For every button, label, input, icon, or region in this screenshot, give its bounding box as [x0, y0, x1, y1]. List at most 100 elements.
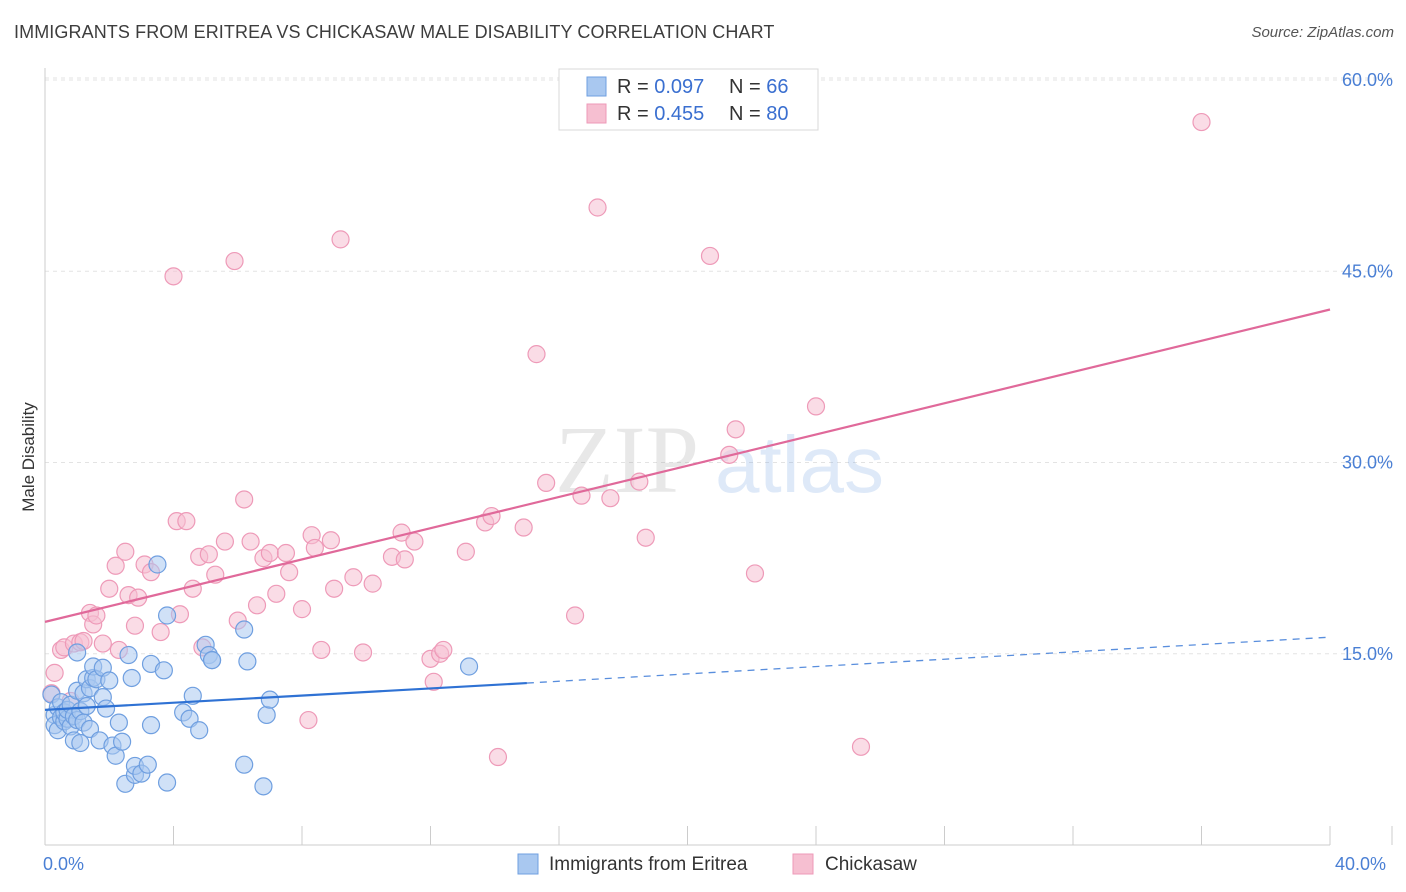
chickasaw-point-51 — [353, 643, 373, 662]
eritrea-point-44 — [138, 755, 157, 774]
eritrea-points — [42, 555, 479, 796]
chickasaw-point-26 — [183, 579, 202, 598]
chickasaw-point-13 — [106, 556, 125, 575]
eritrea-point-36 — [109, 713, 128, 732]
bottom-legend-label-eritrea: Immigrants from Eritrea — [549, 854, 748, 875]
legend-swatch-blue — [586, 76, 607, 97]
eritrea-point-17 — [68, 643, 87, 662]
chickasaw-point-12 — [100, 579, 119, 598]
chickasaw-point-49 — [331, 230, 350, 249]
legend-r-label-1: R = — [617, 76, 654, 98]
eritrea-point-49 — [157, 606, 177, 625]
legend-row1: R = 0.097 — [617, 76, 704, 98]
eritrea-point-53 — [183, 686, 202, 705]
y-tick-labels: 15.0% 30.0% 45.0% 60.0% — [1342, 70, 1393, 664]
eritrea-point-47 — [148, 555, 167, 574]
chickasaw-point-42 — [292, 600, 312, 619]
legend-row2-n: N = 80 — [729, 103, 789, 125]
eritrea-point-61 — [235, 755, 254, 774]
chart-source: Source: ZipAtlas.com — [1251, 24, 1394, 41]
eritrea-point-39 — [119, 645, 138, 665]
bottom-legend: Immigrants from Eritrea Chickasaw — [517, 853, 917, 875]
chickasaw-point-34 — [235, 490, 254, 509]
eritrea-point-63 — [257, 705, 276, 725]
eritrea-trend-extension — [526, 636, 1331, 684]
chickasaw-point-47 — [321, 531, 341, 550]
eritrea-point-37 — [112, 732, 132, 751]
chickasaw-point-68 — [565, 606, 585, 625]
chickasaw-point-48 — [325, 579, 344, 598]
chickasaw-point-43 — [299, 710, 318, 730]
y-axis-label: Male Disability — [19, 402, 38, 512]
chickasaw-point-56 — [405, 532, 424, 551]
chickasaw-point-15 — [116, 542, 135, 561]
y-tick-label-15: 15.0% — [1342, 644, 1393, 664]
chickasaw-point-76 — [726, 420, 745, 439]
chickasaw-point-46 — [312, 640, 331, 660]
chickasaw-point-1 — [45, 663, 64, 682]
legend-n-label-2: N = — [729, 103, 766, 125]
chickasaw-point-67 — [537, 473, 556, 492]
bottom-legend-swatch-pink — [792, 853, 814, 875]
chickasaw-point-17 — [125, 616, 145, 635]
x-tick-label-min: 0.0% — [43, 854, 84, 874]
grid-lines — [45, 77, 1392, 655]
legend-r-value-2: 0.455 — [654, 103, 704, 125]
bottom-legend-label-chickasaw: Chickasaw — [825, 854, 917, 875]
chickasaw-point-70 — [588, 198, 607, 217]
eritrea-point-45 — [141, 716, 161, 735]
chickasaw-point-32 — [225, 251, 244, 271]
chickasaw-point-79 — [851, 737, 871, 756]
eritrea-point-23 — [77, 696, 96, 716]
legend-swatch-pink — [586, 103, 607, 124]
chart-title: IMMIGRANTS FROM ERITREA VS CHICKASAW MAL… — [14, 22, 775, 42]
chickasaw-point-60 — [434, 640, 453, 660]
chickasaw-point-29 — [199, 545, 218, 564]
legend-n-value-1: 66 — [766, 76, 788, 98]
chickasaw-point-11 — [93, 634, 112, 653]
eritrea-point-65 — [459, 657, 479, 676]
eritrea-point-19 — [71, 733, 90, 753]
chickasaw-point-21 — [151, 622, 170, 642]
y-tick-label-60: 60.0% — [1342, 70, 1393, 90]
chickasaw-point-35 — [241, 532, 260, 551]
legend-n-label-1: N = — [729, 76, 766, 98]
chickasaw-points — [42, 112, 1211, 767]
eritrea-point-62 — [254, 777, 273, 796]
legend-r-value-1: 0.097 — [654, 76, 704, 98]
chickasaw-point-58 — [424, 672, 443, 691]
eritrea-point-60 — [238, 652, 257, 671]
x-ticks — [44, 826, 1393, 845]
chickasaw-point-80 — [1192, 112, 1211, 132]
eritrea-point-32 — [96, 699, 116, 718]
eritrea-point-50 — [157, 773, 177, 792]
chickasaw-point-64 — [488, 747, 508, 767]
eritrea-point-64 — [260, 690, 279, 709]
chickasaw-point-65 — [514, 518, 533, 537]
chickasaw-point-55 — [395, 550, 414, 569]
eritrea-point-54 — [190, 721, 209, 740]
chickasaw-point-25 — [177, 512, 196, 531]
legend-row2: R = 0.455 — [617, 103, 704, 125]
chickasaw-point-40 — [276, 543, 296, 563]
chickasaw-point-31 — [215, 532, 234, 551]
chickasaw-point-73 — [636, 528, 655, 547]
chickasaw-point-71 — [601, 489, 620, 508]
chickasaw-point-52 — [363, 574, 382, 593]
eritrea-point-48 — [154, 661, 173, 680]
chickasaw-point-77 — [745, 564, 765, 583]
chickasaw-point-22 — [164, 267, 183, 286]
legend-row1-n: N = 66 — [729, 76, 789, 98]
chickasaw-point-50 — [344, 568, 363, 587]
chickasaw-point-74 — [700, 246, 720, 266]
chickasaw-point-66 — [527, 345, 546, 364]
legend-n-value-2: 80 — [766, 103, 788, 125]
chickasaw-point-41 — [280, 563, 299, 582]
eritrea-point-58 — [202, 651, 222, 670]
chickasaw-point-61 — [456, 542, 475, 561]
chickasaw-trend-line — [44, 308, 1331, 623]
chickasaw-point-63 — [482, 506, 501, 526]
chickasaw-point-78 — [806, 397, 826, 416]
chickasaw-point-38 — [260, 543, 279, 563]
